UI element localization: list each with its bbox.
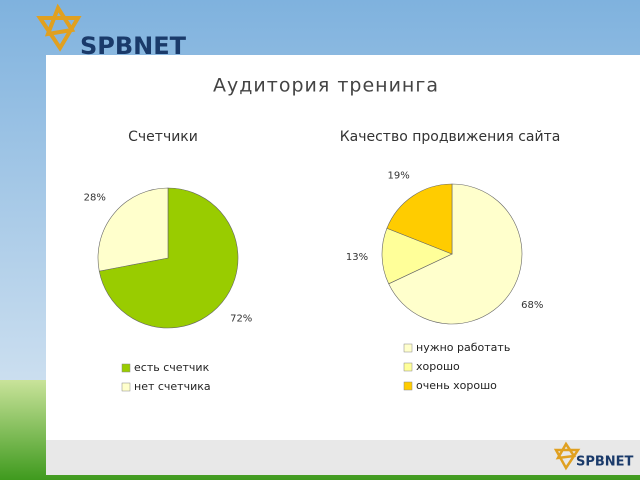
chart-title: Счетчики [128,129,198,145]
legend-swatch [403,381,413,391]
value-label: 19% [387,170,409,181]
legend-swatch [121,382,131,392]
legend-swatch [403,362,413,372]
legend-label: нужно работать [416,341,510,354]
pie-slice [381,227,453,285]
footer-band [46,440,640,475]
legend-label: хорошо [416,360,460,373]
pie-slice [386,183,453,255]
logo-text: SPBNET [576,455,634,470]
value-label: 72% [230,314,252,325]
pie-slice [388,183,523,325]
legend-swatch [403,343,413,353]
logo-icon [553,441,581,471]
logo-icon [36,3,82,52]
logo-bottom: SPBNET [553,441,634,471]
legend-label: есть счетчик [134,361,210,374]
pie-slice [98,187,239,329]
chart-title: Качество продвижения сайта [340,129,561,145]
legend-label: очень хорошо [416,379,497,392]
logo-top: SPBNET [36,3,187,60]
slide-title: Аудитория тренинга [213,75,439,97]
value-label: 28% [84,192,106,203]
logo-text: SPBNET [80,32,187,60]
value-label: 13% [346,252,368,263]
legend-swatch [121,363,131,373]
value-label: 68% [521,300,543,311]
legend-label: нет счетчика [134,380,211,393]
pie-slice [97,187,169,272]
